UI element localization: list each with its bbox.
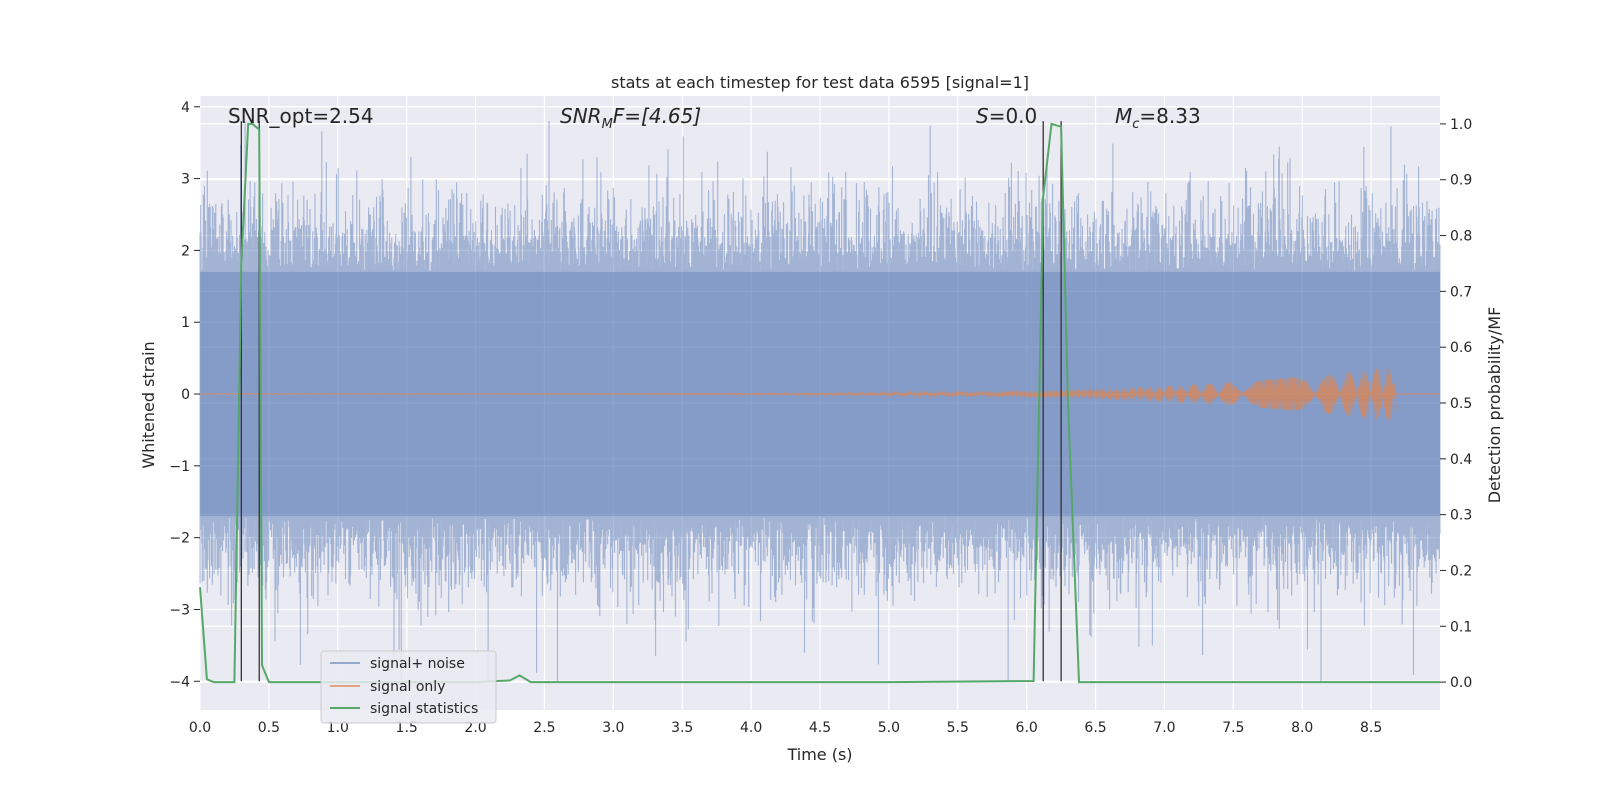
y-tick-label: 0 xyxy=(181,387,190,403)
x-tick-label: 5.0 xyxy=(878,720,900,736)
legend-label-noise: signal+ noise xyxy=(370,656,465,672)
y-right-tick-label: 0.8 xyxy=(1450,229,1472,245)
y-right-tick-label: 0.2 xyxy=(1450,563,1472,579)
x-tick-label: 3.5 xyxy=(671,720,693,736)
y-right-tick-label: 0.4 xyxy=(1450,452,1472,468)
x-tick-label: 1.0 xyxy=(327,720,349,736)
annotation-mc: Mc=8.33 xyxy=(1115,104,1201,132)
y-axis-left-ticks: 4 3 2 1 0 −1 −2 −3 −4 xyxy=(169,100,200,690)
x-tick-label: 6.0 xyxy=(1016,720,1038,736)
y-tick-label: −3 xyxy=(169,602,190,618)
y-right-tick-label: 0.7 xyxy=(1450,284,1472,300)
y-axis-left-label: Whitened strain xyxy=(139,341,158,468)
x-axis-label: Time (s) xyxy=(786,745,852,764)
y-right-tick-label: 0.6 xyxy=(1450,340,1472,356)
x-tick-label: 3.0 xyxy=(602,720,624,736)
annotation-snr-mf: SNRMF=[4.65] xyxy=(560,104,701,132)
y-tick-label: 1 xyxy=(181,315,190,331)
x-tick-label: 0.5 xyxy=(258,720,280,736)
signal-only-trace xyxy=(199,367,1440,421)
x-tick-label: 7.5 xyxy=(1222,720,1244,736)
grid xyxy=(199,96,1440,710)
x-tick-label: 8.5 xyxy=(1360,720,1382,736)
x-tick-label: 1.5 xyxy=(396,720,418,736)
y-axis-right-label: Detection probability/MF xyxy=(1485,307,1504,504)
annotation-snr-opt: SNR_opt=2.54 xyxy=(228,104,374,128)
annotation-s: S=0.0 xyxy=(976,104,1037,128)
x-tick-label: 0.0 xyxy=(189,720,211,736)
y-tick-label: −2 xyxy=(169,531,190,547)
y-axis-right-ticks: 1.0 0.9 0.8 0.7 0.6 0.5 0.4 0.3 0.2 0.1 0.0 xyxy=(1440,117,1472,691)
x-tick-label: 4.0 xyxy=(740,720,762,736)
y-tick-label: 3 xyxy=(181,172,190,188)
noise-trace xyxy=(199,121,1441,682)
y-right-tick-label: 0.9 xyxy=(1450,173,1472,189)
signal-statistics-series xyxy=(199,122,1440,684)
legend: signal+ noise signal only signal statist… xyxy=(320,650,497,724)
x-tick-label: 2.5 xyxy=(533,720,555,736)
signal-only-series xyxy=(199,367,1440,421)
chart-title: stats at each timestep for test data 659… xyxy=(611,73,1029,92)
signal-statistics-line xyxy=(199,122,1440,684)
y-tick-label: 2 xyxy=(181,243,190,259)
x-tick-label: 5.5 xyxy=(947,720,969,736)
x-tick-label: 7.0 xyxy=(1153,720,1175,736)
legend-label-statistics: signal statistics xyxy=(370,701,478,717)
annotation-snr-mf-f: F=[4.65] xyxy=(613,104,701,128)
y-tick-label: −4 xyxy=(169,674,190,690)
y-right-tick-label: 0.0 xyxy=(1450,675,1472,691)
x-tick-label: 4.5 xyxy=(809,720,831,736)
x-axis-ticks: 0.0 0.5 1.0 1.5 2.0 2.5 3.0 3.5 4.0 4.5 5.0 5.5 6.0 6… xyxy=(189,720,1382,736)
y-right-tick-label: 1.0 xyxy=(1450,117,1472,133)
legend-box xyxy=(320,650,497,724)
y-right-tick-label: 0.5 xyxy=(1450,396,1472,412)
legend-label-signal: signal only xyxy=(370,679,445,695)
x-tick-label: 8.0 xyxy=(1291,720,1313,736)
x-tick-label: 2.0 xyxy=(464,720,486,736)
y-tick-label: −1 xyxy=(169,459,190,475)
y-right-tick-label: 0.1 xyxy=(1450,619,1472,635)
x-tick-label: 6.5 xyxy=(1084,720,1106,736)
y-tick-label: 4 xyxy=(181,100,190,116)
y-right-tick-label: 0.3 xyxy=(1450,508,1472,524)
